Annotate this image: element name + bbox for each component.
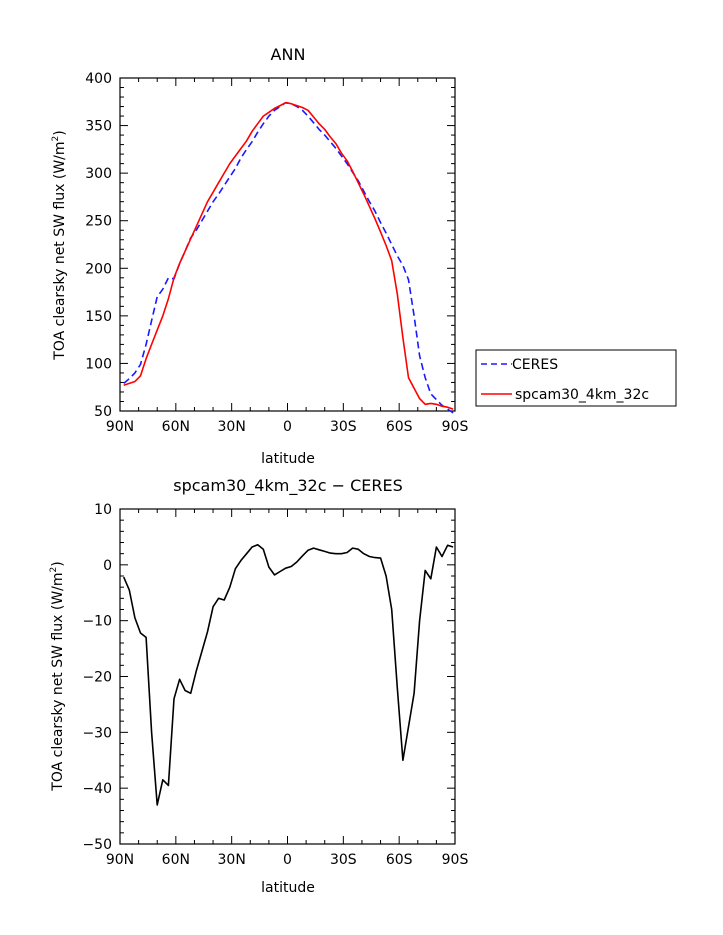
y-axis-label-sup: 2 (51, 136, 61, 142)
legend: CERES spcam30_4km_32c (475, 349, 677, 407)
x-axis-label: latitude (261, 880, 315, 896)
x-tick-label: 30N (218, 852, 246, 868)
y-tick-label: −30 (82, 725, 112, 741)
x-tick-label: 60N (162, 852, 190, 868)
y-tick-label: 300 (85, 166, 112, 182)
y-tick-label: 200 (85, 261, 112, 277)
x-tick-label: 60N (162, 419, 190, 435)
legend-frame (475, 349, 677, 407)
x-tick-label: 90S (442, 419, 469, 435)
legend-label-spcam: spcam30_4km_32c (515, 387, 649, 403)
x-tick-label: 60S (386, 419, 413, 435)
y-axis-label-end: ) (50, 561, 66, 566)
y-tick-label: −40 (82, 781, 112, 797)
y-axis-label: TOA clearsky net SW flux (W/m2) (49, 561, 66, 791)
y-tick-label: −50 (82, 837, 112, 853)
plot-frame (119, 77, 456, 412)
series-line-ceres (123, 101, 454, 414)
x-tick-label: 90N (106, 419, 134, 435)
y-axis-label-main: TOA clearsky net SW flux (W/m (52, 141, 68, 360)
plot-frame (119, 508, 456, 845)
axis-ticks: 90N 60N 30N 0 30S 60S 90S −50 −40 −30 −20 −10 0 10 (82, 502, 468, 868)
y-tick-label: 350 (85, 119, 112, 135)
y-tick-label: 100 (85, 356, 112, 372)
chart-difference: spcam30_4km_32c − CERES 90N 60N 30N 0 30S 60S… (49, 476, 468, 896)
y-tick-label: −10 (82, 614, 112, 630)
chart-title: ANN (271, 45, 306, 64)
y-tick-label: 150 (85, 309, 112, 325)
series-line-spcam30-4km-32c (123, 101, 454, 410)
chart-title: spcam30_4km_32c − CERES (173, 476, 402, 496)
series-lines (122, 543, 454, 806)
x-tick-label: 60S (386, 852, 413, 868)
y-axis-label-main: TOA clearsky net SW flux (W/m (50, 572, 66, 791)
x-tick-label: 90N (106, 852, 134, 868)
x-tick-label: 0 (283, 419, 292, 435)
series-lines (123, 101, 454, 414)
axis-ticks: 90N 60N 30N 0 30S 60S 90S 50 100 150 200 250 300 350 4… (85, 71, 468, 435)
y-tick-label: 0 (103, 558, 112, 574)
y-tick-label: 10 (94, 502, 112, 518)
y-tick-label: 250 (85, 214, 112, 230)
y-tick-label: −20 (82, 670, 112, 686)
legend-label-ceres: CERES (512, 357, 558, 373)
y-axis-label-end: ) (52, 130, 68, 135)
x-tick-label: 30S (330, 852, 357, 868)
x-tick-label: 30N (218, 419, 246, 435)
series-line-difference (122, 543, 454, 806)
x-tick-label: 0 (283, 852, 292, 868)
y-tick-label: 400 (85, 71, 112, 87)
y-axis-label-sup: 2 (49, 567, 59, 573)
x-tick-label: 30S (330, 419, 357, 435)
y-tick-label: 50 (94, 404, 112, 420)
y-axis-label: TOA clearsky net SW flux (W/m2) (51, 130, 68, 360)
chart-annual-flux: ANN 90N 60N 30N 0 30S 60S 90S 50 100 150 200 250 300… (51, 45, 677, 467)
x-tick-label: 90S (442, 852, 469, 868)
x-axis-label: latitude (261, 451, 315, 467)
